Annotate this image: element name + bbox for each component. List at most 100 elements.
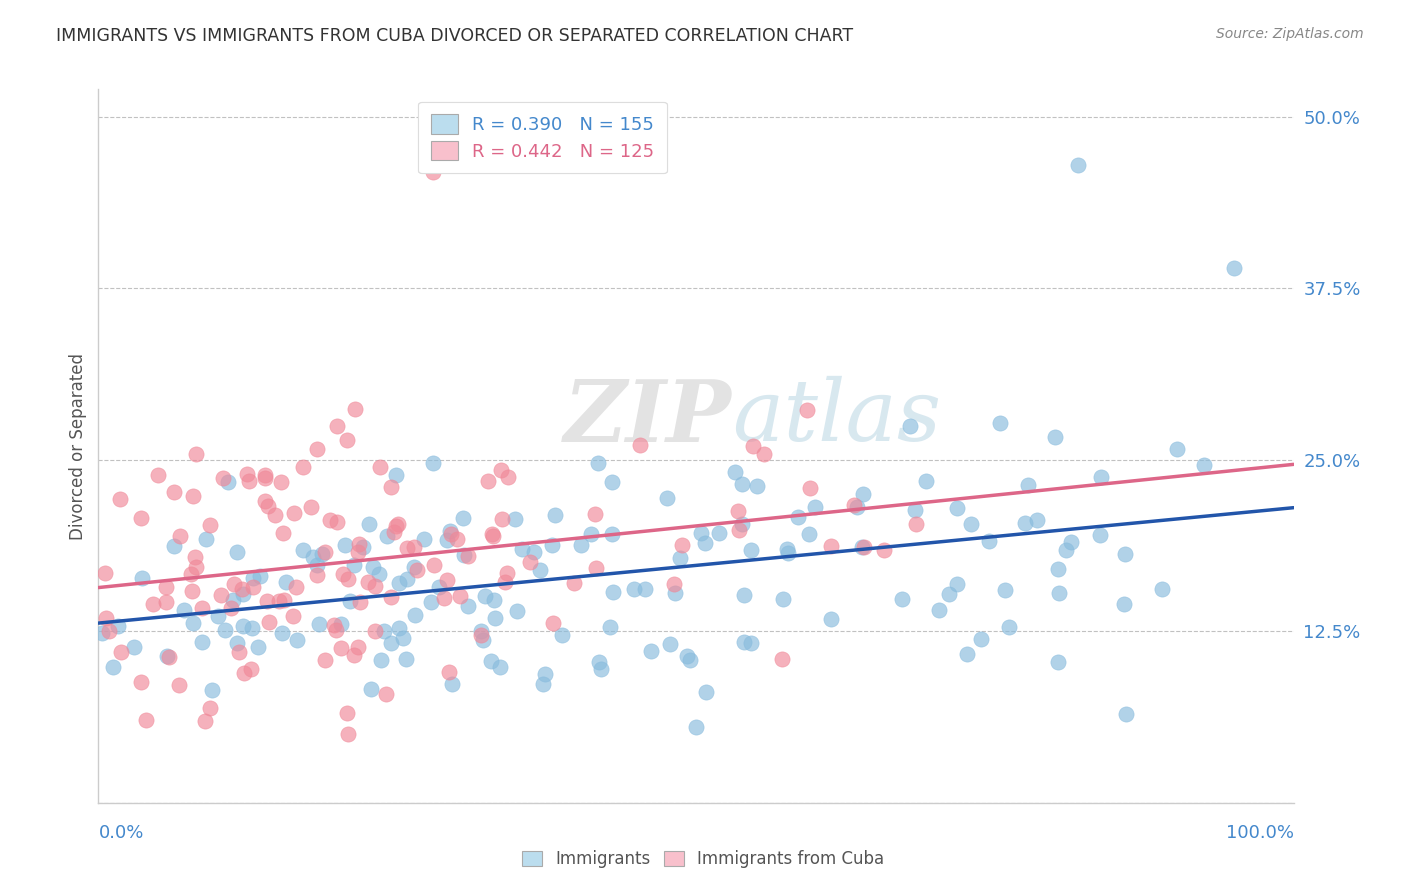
- Point: [336, 434, 359, 448]
- Point: [194, 714, 217, 728]
- Point: [396, 541, 419, 555]
- Point: [405, 563, 427, 577]
- Point: [664, 586, 686, 600]
- Point: [173, 603, 195, 617]
- Point: [156, 648, 179, 663]
- Point: [498, 470, 520, 484]
- Point: [533, 677, 555, 691]
- Point: [361, 560, 384, 574]
- Point: [368, 459, 391, 474]
- Point: [413, 533, 436, 547]
- Point: [157, 649, 180, 664]
- Point: [356, 574, 378, 589]
- Point: [915, 475, 938, 489]
- Point: [333, 538, 356, 552]
- Point: [233, 665, 256, 680]
- Text: 100.0%: 100.0%: [1226, 824, 1294, 842]
- Point: [890, 592, 912, 607]
- Point: [679, 653, 702, 667]
- Point: [101, 659, 124, 673]
- Point: [569, 538, 592, 552]
- Point: [471, 632, 494, 647]
- Point: [695, 684, 717, 698]
- Point: [727, 503, 749, 517]
- Point: [323, 618, 346, 632]
- Point: [253, 468, 276, 483]
- Point: [181, 616, 204, 631]
- Point: [242, 580, 264, 594]
- Point: [1046, 655, 1069, 669]
- Point: [451, 511, 474, 525]
- Point: [505, 604, 527, 618]
- Point: [155, 595, 177, 609]
- Point: [302, 550, 325, 565]
- Point: [623, 582, 645, 596]
- Point: [1114, 548, 1136, 562]
- Point: [236, 467, 259, 481]
- Point: [946, 576, 969, 591]
- Point: [775, 542, 797, 557]
- Point: [274, 575, 297, 590]
- Point: [169, 529, 191, 543]
- Point: [797, 526, 820, 541]
- Point: [387, 516, 409, 531]
- Point: [449, 589, 471, 603]
- Point: [482, 528, 505, 542]
- Point: [441, 677, 464, 691]
- Point: [579, 527, 602, 541]
- Point: [1054, 543, 1077, 558]
- Point: [273, 593, 295, 607]
- Point: [745, 479, 768, 493]
- Point: [249, 568, 271, 582]
- Point: [728, 524, 751, 538]
- Point: [325, 623, 347, 637]
- Point: [307, 567, 329, 582]
- Point: [347, 640, 370, 654]
- Point: [380, 591, 402, 605]
- Point: [283, 506, 305, 520]
- Point: [395, 652, 418, 666]
- Point: [640, 643, 662, 657]
- Point: [190, 601, 212, 615]
- Point: [256, 500, 278, 514]
- Point: [253, 470, 276, 484]
- Point: [326, 516, 349, 530]
- Text: 0.0%: 0.0%: [98, 824, 143, 842]
- Point: [388, 621, 411, 635]
- Point: [503, 511, 526, 525]
- Point: [905, 516, 928, 531]
- Point: [385, 518, 408, 533]
- Point: [668, 550, 690, 565]
- Point: [325, 419, 347, 434]
- Point: [481, 527, 503, 541]
- Point: [184, 550, 207, 565]
- Point: [540, 538, 562, 552]
- Point: [586, 456, 609, 470]
- Text: ZIP: ZIP: [564, 376, 733, 459]
- Point: [585, 561, 607, 575]
- Point: [628, 438, 651, 452]
- Point: [305, 558, 328, 572]
- Point: [364, 579, 387, 593]
- Point: [271, 525, 294, 540]
- Point: [382, 525, 405, 540]
- Point: [194, 533, 217, 547]
- Point: [432, 591, 454, 606]
- Point: [993, 583, 1015, 598]
- Point: [873, 542, 896, 557]
- Point: [928, 603, 950, 617]
- Point: [90, 626, 112, 640]
- Point: [259, 615, 281, 629]
- Point: [820, 612, 842, 626]
- Point: [180, 567, 202, 582]
- Point: [690, 525, 713, 540]
- Point: [242, 571, 264, 585]
- Legend: R = 0.390   N = 155, R = 0.442   N = 125: R = 0.390 N = 155, R = 0.442 N = 125: [418, 102, 666, 173]
- Point: [214, 623, 236, 637]
- Point: [209, 588, 232, 602]
- Point: [226, 636, 249, 650]
- Point: [489, 659, 512, 673]
- Point: [659, 637, 682, 651]
- Point: [181, 584, 204, 599]
- Point: [336, 727, 359, 741]
